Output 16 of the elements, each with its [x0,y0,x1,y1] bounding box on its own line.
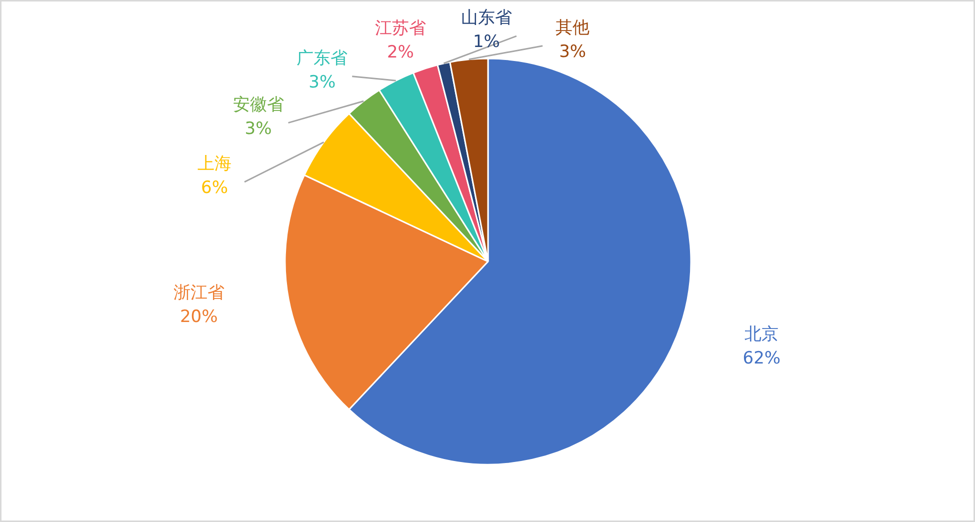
data-label: 6% [201,178,228,198]
slice-label: 上海 [198,154,232,174]
data-label: 62% [742,348,781,369]
slice-label: 广东省 [296,48,348,68]
slice-label: 江苏省 [374,18,426,39]
data-label: 1% [472,32,500,52]
data-label: 3% [308,72,336,92]
data-label: 3% [559,42,586,62]
slice-label: 北京 [744,324,779,345]
data-label: 2% [386,42,414,63]
slice-label: 浙江省 [173,282,224,303]
data-label: 3% [244,118,272,139]
data-label: 20% [180,306,218,327]
slice-label: 其他 [556,18,590,38]
slice-label: 安徽省 [232,94,284,115]
slice-label: 山东省 [460,8,512,28]
